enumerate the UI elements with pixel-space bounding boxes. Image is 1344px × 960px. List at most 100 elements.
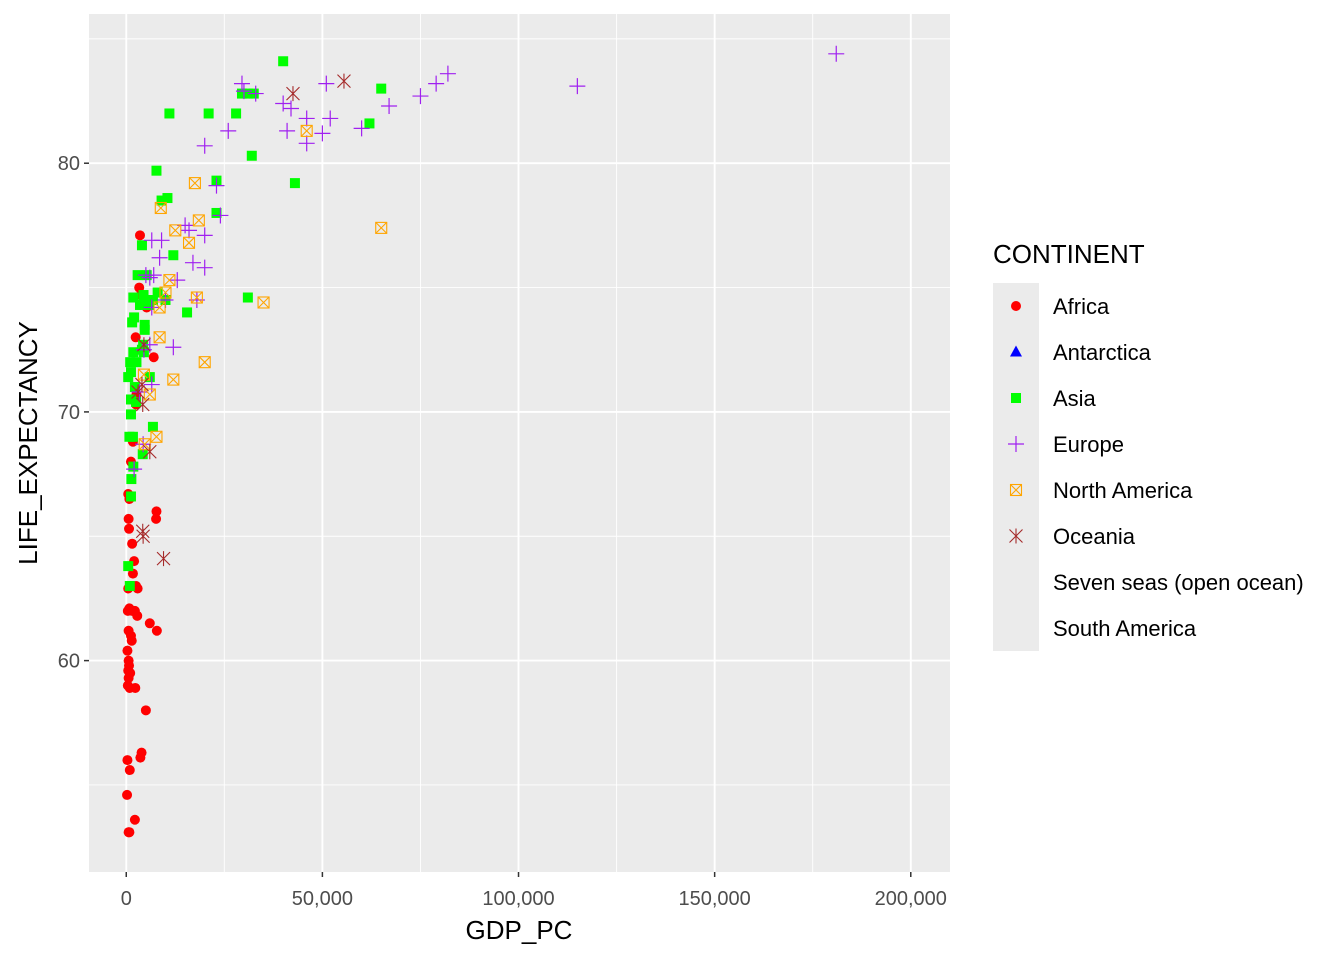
legend-label-north-america: North America <box>1053 478 1193 503</box>
point-europe <box>126 461 143 478</box>
point-oceania <box>137 337 151 353</box>
point-asia <box>128 347 139 358</box>
point-north-america <box>167 373 180 386</box>
point-africa <box>129 814 140 825</box>
point-africa <box>134 230 145 241</box>
point-africa <box>151 513 162 524</box>
point-asia <box>236 88 247 99</box>
point-europe <box>381 98 398 115</box>
point-north-america <box>182 236 196 249</box>
point-europe <box>165 339 182 356</box>
point-asia <box>231 108 242 119</box>
point-asia <box>376 83 387 94</box>
point-north-america <box>300 124 313 137</box>
point-asia <box>125 394 136 405</box>
point-europe <box>184 254 201 271</box>
point-oceania <box>142 444 157 460</box>
point-asia <box>156 195 167 206</box>
point-africa <box>151 506 162 517</box>
point-asia <box>242 292 253 303</box>
x-axis-ticks: 0 50,000 100,000 150,000 200,000 <box>121 872 947 910</box>
point-africa <box>127 538 138 549</box>
legend-label-africa: Africa <box>1053 294 1110 319</box>
legend-label-asia: Asia <box>1053 386 1097 411</box>
point-asia <box>131 396 142 407</box>
point-europe <box>235 83 252 100</box>
x-tick-label: 100,000 <box>482 888 554 910</box>
legend-label-south-america: South America <box>1053 616 1197 641</box>
point-europe <box>322 110 339 127</box>
plot-panel <box>89 14 950 872</box>
point-oceania <box>136 528 151 544</box>
point-africa <box>144 618 155 629</box>
point-africa <box>122 755 133 766</box>
point-north-america <box>163 274 176 287</box>
point-north-america <box>188 177 201 190</box>
point-africa <box>124 765 135 776</box>
point-africa <box>135 752 146 763</box>
point-north-america <box>153 301 166 314</box>
point-north-america <box>198 356 211 369</box>
point-europe <box>196 227 213 244</box>
x-tick-label: 50,000 <box>292 888 353 910</box>
point-asia <box>246 150 257 161</box>
point-africa <box>122 789 133 800</box>
point-north-america <box>192 214 205 227</box>
point-north-america <box>153 331 166 344</box>
legend-key-oceania <box>1009 528 1023 544</box>
point-europe <box>143 299 160 316</box>
legend-label-seven-seas-open-ocean-: Seven seas (open ocean) <box>1053 570 1304 595</box>
point-europe <box>318 75 335 92</box>
legend-title: CONTINENT <box>993 239 1145 269</box>
legend: CONTINENT Africa Antarctica Asia Europe Nort… <box>993 239 1304 651</box>
point-north-america <box>154 201 167 215</box>
point-europe <box>233 75 250 92</box>
point-asia <box>168 250 179 261</box>
x-axis-title: GDP_PC <box>466 915 573 945</box>
y-axis-title: LIFE_EXPECTANCY <box>13 321 43 565</box>
y-axis-ticks: 60 70 80 <box>58 153 89 673</box>
point-oceania <box>135 396 150 412</box>
point-north-america <box>159 286 172 299</box>
point-europe <box>439 65 456 82</box>
point-europe <box>143 376 160 393</box>
point-north-america <box>257 296 270 309</box>
point-asia <box>152 287 163 298</box>
point-asia <box>147 421 158 432</box>
point-africa <box>132 583 143 594</box>
point-africa <box>125 668 136 679</box>
point-north-america <box>169 224 182 237</box>
data-points <box>122 45 845 838</box>
legend-key-africa <box>1011 301 1021 311</box>
point-asia <box>138 290 149 301</box>
point-asia <box>125 409 136 420</box>
point-oceania <box>337 73 351 89</box>
point-north-america <box>190 291 203 304</box>
point-asia <box>127 317 138 328</box>
legend-label-oceania: Oceania <box>1053 524 1136 549</box>
point-asia <box>289 178 300 189</box>
point-asia <box>211 207 222 218</box>
point-africa <box>124 523 135 534</box>
point-europe <box>137 267 154 284</box>
major-gridlines <box>89 14 950 872</box>
point-europe <box>212 207 229 224</box>
point-africa <box>140 705 151 716</box>
point-europe <box>141 269 158 286</box>
point-asia <box>182 307 193 318</box>
point-europe <box>569 78 586 95</box>
point-europe <box>247 85 264 102</box>
point-africa <box>130 682 141 693</box>
point-asia <box>125 357 136 368</box>
legend-key-asia <box>1011 393 1021 403</box>
legend-label-europe: Europe <box>1053 432 1124 457</box>
point-oceania <box>131 384 145 400</box>
point-asia <box>129 382 140 393</box>
point-asia <box>364 118 375 129</box>
point-europe <box>208 177 225 194</box>
point-africa <box>122 645 133 656</box>
point-africa <box>148 352 159 363</box>
point-europe <box>298 110 315 127</box>
point-africa <box>151 625 162 636</box>
